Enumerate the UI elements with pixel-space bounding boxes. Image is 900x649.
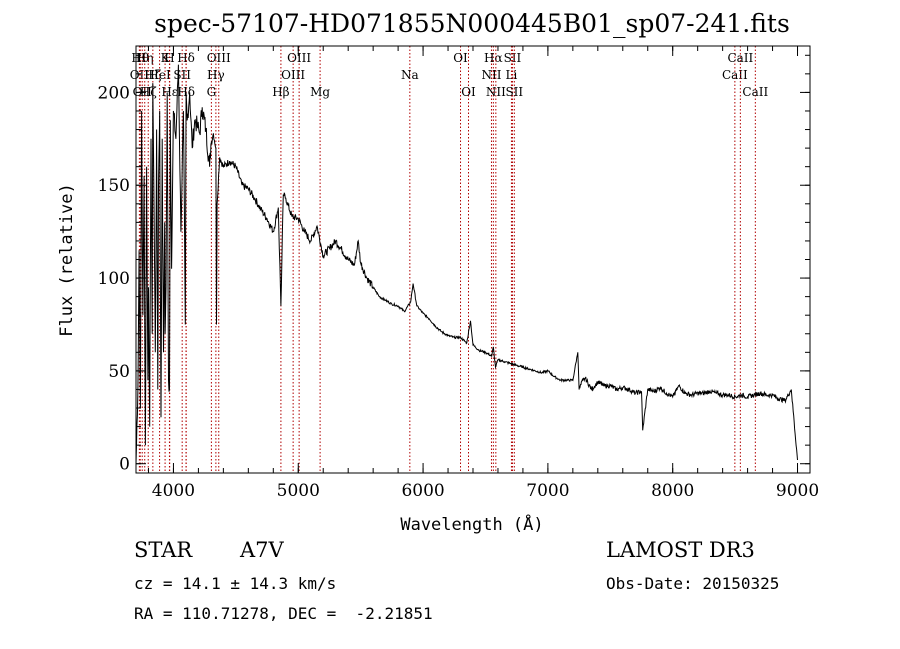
line-label-5: Hζ (144, 68, 161, 82)
x-tick-label: 5000 (277, 481, 320, 501)
line-label-17: OIII (281, 68, 305, 82)
x-tick-label: 4000 (152, 481, 195, 501)
line-label-13: G (207, 85, 217, 99)
object-subclass: A7V (240, 538, 284, 562)
coordinates: RA = 110.71278, DEC = -2.21851 (134, 604, 433, 623)
line-label-28: SII (505, 85, 523, 99)
object-class: STAR (134, 538, 193, 562)
survey-name: LAMOST DR3 (606, 538, 755, 562)
chart-title: spec-57107-HD071855N000445B01_sp07-241.f… (154, 9, 790, 38)
y-tick-label: 0 (119, 455, 130, 475)
line-label-6: HeI (148, 68, 171, 82)
x-tick-label: 7000 (526, 481, 569, 501)
obs-date: Obs-Date: 20150325 (606, 574, 780, 593)
line-label-30: CaII (727, 51, 753, 65)
line-label-16: Hβ (272, 85, 289, 99)
line-label-29: CaII (722, 68, 748, 82)
line-label-20: Na (401, 68, 419, 82)
line-label-22: OI (461, 85, 476, 99)
line-label-14: Hγ (207, 68, 225, 82)
line-label-18: OIII (287, 51, 311, 65)
spectrum-line (135, 64, 798, 464)
line-label-25: NII (486, 85, 506, 99)
plot-frame (135, 45, 811, 474)
x-tick-label: 6000 (401, 481, 444, 501)
y-tick-label: 200 (98, 83, 130, 103)
y-tick-label: 150 (98, 176, 130, 196)
line-label-21: OI (453, 51, 468, 65)
line-label-15: OIII (207, 51, 231, 65)
line-label-27: SII (504, 51, 522, 65)
y-axis-label: Flux (relative) (57, 183, 77, 337)
line-label-26: Li (506, 68, 518, 82)
x-tick-label: 8000 (651, 481, 694, 501)
y-tick-label: 100 (98, 269, 130, 289)
axis-ticks: 4000 5000 6000 7000 8000 9000 0 50 100 150 200 (98, 46, 819, 501)
redshift-info: cz = 14.1 ± 14.3 km/s (134, 574, 337, 593)
line-label-3: Hη (136, 51, 154, 65)
line-label-12: Hδ (177, 85, 195, 99)
line-label-7: K (161, 51, 171, 65)
emission-line-markers: OIIHθOIIHηHζHζHeIKHHεSIIHδHδGHγOIIIHβOII… (130, 46, 768, 473)
line-label-23: NII (481, 68, 501, 82)
line-label-31: CaII (742, 85, 768, 99)
line-label-9: Hε (161, 85, 178, 99)
x-tick-label: 9000 (776, 481, 819, 501)
line-label-19: Mg (310, 85, 330, 99)
x-axis-label: Wavelength (Å) (400, 513, 543, 535)
y-tick-label: 50 (108, 362, 130, 382)
line-label-24: Hα (484, 51, 503, 65)
line-label-10: SII (173, 68, 191, 82)
